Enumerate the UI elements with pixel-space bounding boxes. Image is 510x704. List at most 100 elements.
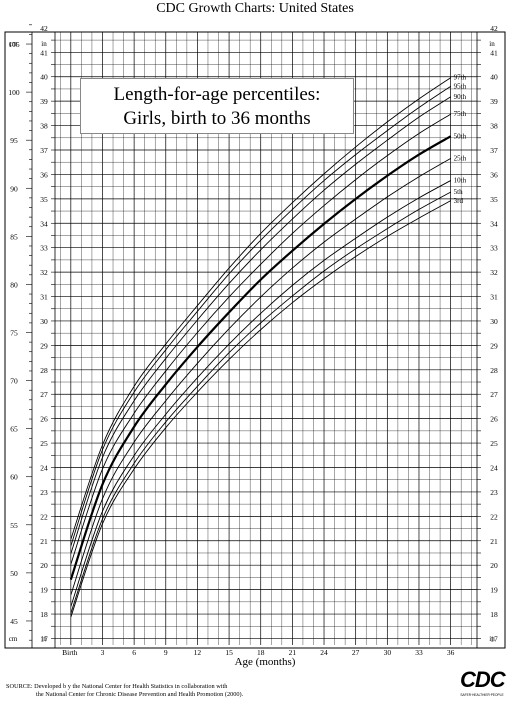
series-line-5th [70, 191, 451, 614]
chart-grid [55, 32, 477, 645]
cm-tick-label: 95 [10, 136, 18, 145]
right-inch-tick-label: 31 [490, 293, 498, 302]
x-tick-label: Birth [62, 648, 78, 657]
right-inch-tick-label: 23 [490, 488, 498, 497]
x-tick-label: 27 [352, 648, 360, 657]
right-inch-tick-label: 37 [490, 146, 498, 155]
right-inch-tick-label: 30 [490, 317, 498, 326]
right-inch-tick-label: 27 [490, 390, 498, 399]
x-tick-label: 24 [320, 648, 328, 657]
right-inch-tick-label: 38 [490, 122, 498, 131]
cm-tick-label: 105 [8, 40, 20, 49]
right-inch-tick-label: 24 [490, 464, 498, 473]
chart-subtitle: Girls, birth to 36 months [123, 108, 311, 129]
series-line-90th [70, 96, 451, 554]
left-inch-tick-label: 26 [40, 415, 48, 424]
left-inch-tick-label: 25 [40, 439, 48, 448]
x-tick-label: 6 [132, 648, 136, 657]
left-inch-tick-label: 30 [40, 317, 48, 326]
in-unit-label-bottom: in [41, 635, 47, 643]
chart-title: Length-for-age percentiles: [113, 84, 321, 105]
right-inch-tick-label: 39 [490, 97, 498, 106]
x-tick-label: 18 [257, 648, 265, 657]
left-inch-tick-label: 38 [40, 122, 48, 131]
series-label: 10th [454, 177, 467, 185]
in-unit-label-top-right: in [489, 40, 495, 48]
left-inch-tick-label: 27 [40, 390, 48, 399]
in-unit-label-top: in [41, 40, 47, 48]
in-unit-label-bottom-right: in [489, 635, 495, 643]
series-label: 5th [454, 188, 463, 196]
series-line-50th [69, 135, 452, 580]
cm-tick-label: 55 [10, 521, 18, 530]
chart-frame [4, 31, 506, 649]
x-tick-label: 36 [447, 648, 455, 657]
series-label: 95th [454, 82, 467, 90]
cm-unit-label-bottom: cm [9, 635, 18, 643]
series-line-75th [70, 113, 451, 565]
right-inch-tick-label: 22 [490, 512, 498, 521]
series-label: 97th [454, 74, 467, 82]
left-inch-tick-label: 37 [40, 146, 48, 155]
left-inch-tick-label: 19 [40, 586, 48, 595]
cm-tick-label: 80 [10, 280, 18, 289]
right-inch-tick-label: 17 [490, 634, 498, 643]
right-inch-tick-label: 29 [490, 341, 498, 350]
x-tick-label: 3 [101, 648, 105, 657]
series-line-10th [70, 180, 451, 607]
cm-tick-label: 75 [10, 329, 18, 338]
source-note-line1: SOURCE: Developed b y the National Cente… [6, 683, 228, 690]
cm-tick-label: 100 [8, 88, 20, 97]
x-axis-label: Age (months) [234, 656, 296, 668]
cm-tick-label: 45 [10, 617, 18, 626]
left-inch-tick-label: 18 [40, 610, 48, 619]
x-tick-label: 9 [164, 648, 168, 657]
cm-tick-label: 70 [10, 377, 18, 386]
left-inch-tick-label: 17 [40, 634, 48, 643]
left-inch-tick-label: 41 [40, 48, 48, 57]
left-inch-tick-label: 22 [40, 512, 48, 521]
source-note-line2: the National Center for Chronic Disease … [36, 691, 244, 698]
left-inch-tick-label: 24 [40, 464, 48, 473]
right-inch-tick-label: 18 [490, 610, 498, 619]
x-tick-label: 15 [225, 648, 233, 657]
left-inch-tick-label: 32 [40, 268, 48, 277]
left-inch-tick-label: 21 [40, 537, 48, 546]
left-inch-tick-label: 40 [40, 73, 48, 82]
cm-tick-label: 85 [10, 232, 18, 241]
x-tick-label: 33 [415, 648, 423, 657]
series-line-95th [70, 85, 451, 547]
page-title: CDC Growth Charts: United States [156, 1, 354, 16]
right-inch-tick-label: 26 [490, 415, 498, 424]
right-inch-tick-label: 42 [490, 24, 498, 33]
left-inch-tick-label: 29 [40, 341, 48, 350]
right-inch-tick-label: 21 [490, 537, 498, 546]
x-tick-label: 21 [289, 648, 297, 657]
series-label: 90th [454, 93, 467, 101]
left-inch-tick-label: 33 [40, 244, 48, 253]
series-line-3rd [70, 200, 451, 618]
chart-labels: cm in in cm in in 45 50 55 60 65 70 75 80 85 90 95 100 105… [8, 24, 498, 657]
left-inch-tick-label: 39 [40, 97, 48, 106]
left-inch-tick-label: 34 [40, 219, 48, 228]
chart-series [69, 77, 452, 618]
cdc-logo: CDC SAFER·HEALTHIER·PEOPLE [460, 667, 506, 702]
right-inch-tick-label: 35 [490, 195, 498, 204]
series-line-97th [70, 77, 451, 540]
right-inch-tick-label: 33 [490, 244, 498, 253]
left-inch-tick-label: 36 [40, 170, 48, 179]
x-tick-label: 12 [194, 648, 202, 657]
right-inch-tick-label: 36 [490, 170, 498, 179]
right-inch-tick-label: 41 [490, 48, 498, 57]
left-inch-tick-label: 42 [40, 24, 48, 33]
chart-axes [4, 24, 506, 649]
cdc-logo-text: CDC [460, 667, 506, 692]
right-inch-tick-label: 28 [490, 366, 498, 375]
cm-unit-label-top: cm [9, 40, 18, 48]
left-inch-tick-label: 28 [40, 366, 48, 375]
series-line-25th [70, 158, 451, 596]
series-label: 3rd [454, 197, 464, 205]
series-label: 25th [454, 154, 467, 162]
right-inch-tick-label: 25 [490, 439, 498, 448]
